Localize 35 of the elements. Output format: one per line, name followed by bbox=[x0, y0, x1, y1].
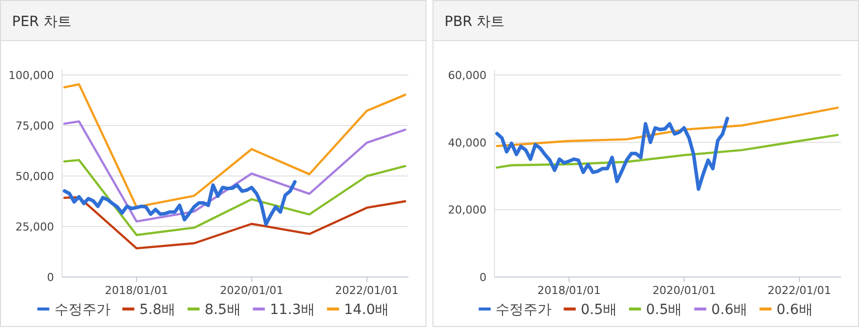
legend-label: 0.5배 bbox=[646, 302, 682, 318]
line-series bbox=[62, 180, 297, 226]
y-tick-label: 0 bbox=[480, 271, 486, 284]
x-tick-label: 2018/01/01 bbox=[104, 284, 168, 297]
legend-label: 0.6배 bbox=[776, 302, 813, 318]
chart-title: PBR 차트 bbox=[444, 14, 505, 30]
legend-label: 5.8배 bbox=[139, 302, 176, 318]
y-tick-label: 60,000 bbox=[448, 69, 486, 82]
x-tick-label: 2020/01/01 bbox=[220, 284, 284, 297]
chart-title: PER 차트 bbox=[12, 14, 72, 30]
x-tick-label: 2018/01/01 bbox=[537, 284, 601, 297]
y-tick-label: 100,000 bbox=[8, 69, 54, 82]
line-series bbox=[496, 134, 839, 169]
x-tick-label: 2020/01/01 bbox=[652, 284, 716, 297]
line-series bbox=[63, 83, 406, 208]
line-series bbox=[63, 158, 406, 236]
legend-label: 8.5배 bbox=[204, 302, 241, 318]
y-tick-label: 0 bbox=[47, 271, 54, 284]
x-tick-label: 2022/01/01 bbox=[335, 284, 399, 297]
line-series bbox=[495, 116, 730, 191]
y-tick-label: 75,000 bbox=[16, 120, 54, 132]
y-tick-label: 20,000 bbox=[448, 204, 486, 217]
line-series bbox=[63, 196, 406, 250]
y-tick-label: 25,000 bbox=[16, 220, 54, 234]
legend-label: 0.6배 bbox=[711, 302, 748, 318]
y-tick-label: 50,000 bbox=[16, 170, 54, 183]
legend-label: 수정주가 bbox=[496, 302, 552, 318]
line-series bbox=[63, 120, 406, 223]
legend-label: 14.0배 bbox=[344, 302, 390, 318]
legend-label: 수정주가 bbox=[54, 302, 110, 318]
legend-label: 0.5배 bbox=[580, 302, 617, 318]
line-series bbox=[496, 106, 839, 148]
legend-label: 11.3배 bbox=[270, 302, 316, 318]
y-tick-label: 40,000 bbox=[448, 136, 486, 150]
x-tick-label: 2022/01/01 bbox=[768, 284, 832, 297]
